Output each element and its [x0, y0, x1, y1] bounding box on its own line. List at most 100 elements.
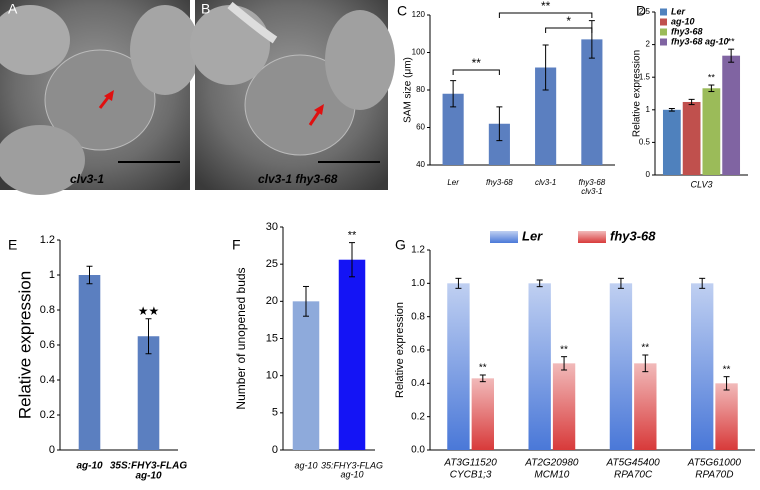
legend-label: fhy3-68 [671, 26, 703, 36]
bar [581, 39, 603, 165]
legend-swatch [578, 231, 606, 243]
x-tick-label: ag-10 [294, 460, 317, 470]
y-axis-label: Relative expression [394, 302, 406, 398]
bar [528, 283, 551, 450]
x-tick-label: CYCB1;3 [450, 470, 492, 481]
y-tick-label: 25 [266, 258, 278, 270]
bar [292, 301, 320, 450]
panel-letter: E [8, 237, 17, 253]
image-caption: clv3-1 [70, 172, 104, 186]
x-tick-label: ag-10 [135, 471, 162, 482]
significance-bracket [498, 12, 593, 18]
primordium [190, 5, 270, 85]
image-caption: clv3-1 fhy3-68 [258, 172, 338, 186]
y-tick-label: 2 [646, 40, 651, 49]
arrow-head [314, 104, 324, 115]
panel-letter: G [395, 237, 406, 253]
y-tick-label: 0.0 [411, 445, 425, 456]
image-panel-a: A clv3-1 [0, 0, 200, 195]
chart-panel: G 0.0 0.2 0.4 0.6 0.8 1.0 1.2 Relative expressio… [394, 228, 755, 481]
x-tick-label: fhy3-68 [579, 178, 606, 187]
legend-swatch [490, 231, 518, 243]
y-tick-label: 5 [272, 407, 278, 419]
y-tick-label: 0.6 [40, 339, 55, 351]
x-tick-label: clv3-1 [581, 187, 602, 196]
y-tick-label: 0.8 [411, 311, 425, 322]
bar [535, 67, 557, 165]
y-tick-label: 2.5 [639, 7, 651, 16]
x-tick-label: MCM10 [534, 470, 569, 481]
panel-letter: A [8, 1, 18, 17]
bar [137, 336, 160, 450]
x-tick-label: AT3G11520 [443, 458, 497, 469]
y-tick-label: 0.4 [40, 374, 55, 386]
x-tick-label: 35:FHY3-FLAG [321, 460, 383, 470]
y-tick-label: 0 [646, 170, 651, 179]
significance-label: ** [348, 230, 357, 242]
bar [471, 378, 494, 450]
significance-label: ** [723, 364, 731, 375]
bar [78, 275, 101, 450]
y-tick-label: 0.2 [40, 409, 55, 421]
y-tick-label: 10 [266, 370, 278, 382]
legend-swatch [660, 18, 667, 26]
y-tick-label: 40 [416, 160, 425, 169]
meristem [44, 49, 156, 151]
bar [691, 283, 714, 450]
y-tick-label: 1.2 [411, 245, 425, 256]
bar [609, 283, 633, 450]
y-tick-label: 0.6 [411, 345, 425, 356]
significance-label: ** [479, 363, 487, 374]
bar [634, 363, 657, 450]
y-axis-label: SAM size (μm) [403, 57, 414, 123]
bar [662, 109, 681, 175]
significance-label: ** [560, 344, 568, 355]
x-tick-label: Ler [447, 178, 459, 187]
y-tick-label: 15 [266, 332, 278, 344]
y-tick-label: 0 [49, 444, 55, 456]
legend-label: Ler [671, 6, 686, 16]
significance-label: ** [708, 72, 716, 82]
significance-bracket [545, 27, 593, 33]
legend-swatch [660, 38, 667, 46]
panel-letter: C [397, 3, 407, 19]
y-tick-label: 1.5 [639, 72, 651, 81]
y-axis-label: Relative expression [15, 271, 34, 419]
bar [442, 93, 464, 165]
significance-label: ★★ [138, 304, 160, 318]
bar [702, 88, 721, 175]
legend-swatch [660, 8, 667, 16]
significance-label: ** [641, 343, 649, 354]
x-tick-label: AT5G61000 [687, 458, 742, 469]
y-tick-label: 60 [416, 123, 425, 132]
significance-label: ** [728, 37, 736, 47]
x-tick-label: RPA70D [695, 470, 733, 481]
y-tick-label: 0 [272, 444, 278, 456]
y-axis-label: Relative expression [632, 50, 643, 137]
bar [552, 363, 576, 450]
x-tick-label: RPA70C [614, 470, 653, 481]
y-tick-label: 1 [646, 105, 651, 114]
y-tick-label: 100 [412, 48, 426, 57]
primordium [325, 10, 395, 110]
y-tick-label: 0.4 [411, 378, 425, 389]
chart-panel: D 0 0.5 1 1.5 2 2.5 Relative expression CLV3 Lera… [632, 3, 748, 189]
y-tick-label: 1 [49, 269, 55, 281]
x-tick-label: CLV3 [690, 179, 712, 189]
y-tick-label: 80 [416, 85, 425, 94]
stalk [227, 1, 278, 44]
y-axis-label: Number of unopened buds [234, 267, 248, 409]
significance-label: ** [541, 0, 551, 13]
bar [722, 55, 741, 175]
primordium [130, 5, 200, 95]
y-tick-label: 0.5 [639, 138, 651, 147]
significance-label: ** [472, 56, 482, 70]
legend-label: ag-10 [671, 16, 695, 26]
y-tick-label: 0.2 [411, 411, 425, 422]
x-tick-label: AT5G45400 [606, 458, 661, 469]
significance-label: * [566, 14, 571, 28]
x-tick-label: 35S:FHY3-FLAG [110, 461, 187, 472]
bar [715, 383, 738, 450]
